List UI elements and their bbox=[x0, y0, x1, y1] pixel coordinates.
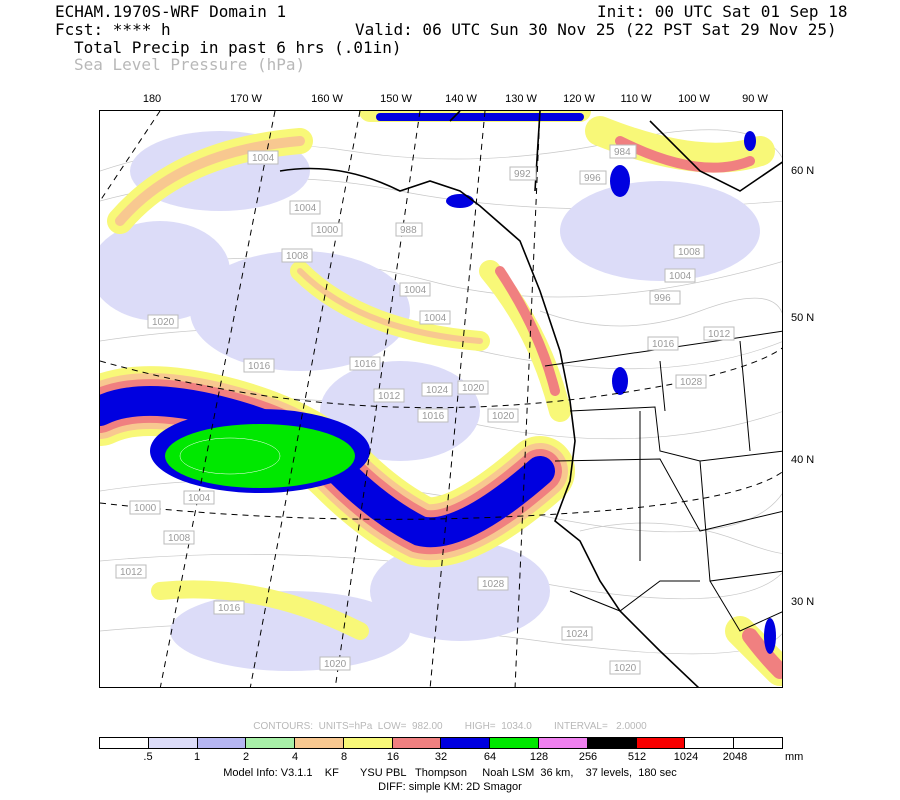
lon-label-140w: 140 W bbox=[445, 93, 477, 105]
pressure-label: 1004 bbox=[424, 313, 447, 324]
legend-swatch bbox=[197, 738, 247, 748]
legend-swatch bbox=[490, 738, 540, 748]
pressure-label: 1008 bbox=[678, 247, 701, 258]
latlon-grid bbox=[100, 111, 782, 687]
pressure-label: 1028 bbox=[482, 579, 505, 590]
pressure-label: 1016 bbox=[248, 361, 271, 372]
lon-label-150w: 150 W bbox=[380, 93, 412, 105]
pressure-label: 1016 bbox=[354, 359, 377, 370]
legend-swatch bbox=[685, 738, 735, 748]
atmospheric-river bbox=[100, 366, 575, 568]
pressure-label: 1000 bbox=[316, 225, 339, 236]
legend-label: 16 bbox=[386, 751, 400, 763]
lon-label-160w: 160 W bbox=[311, 93, 343, 105]
contours-info: CONTOURS: UNITS=hPa LOW= 982.00 HIGH= 10… bbox=[253, 721, 647, 732]
valid-time: Valid: 06 UTC Sun 30 Nov 25 (22 PST Sat … bbox=[355, 20, 837, 39]
legend-label: .5 bbox=[143, 751, 153, 763]
pressure-label: 1016 bbox=[218, 603, 241, 614]
pressure-label: 1008 bbox=[286, 251, 309, 262]
pressure-label: 1012 bbox=[378, 391, 401, 402]
lon-label-90w: 90 W bbox=[742, 93, 768, 105]
lat-label-40n: 40 N bbox=[791, 454, 815, 466]
lat-label-30n: 30 N bbox=[791, 596, 815, 608]
pressure-label: 1004 bbox=[252, 153, 275, 164]
pressure-label: 1020 bbox=[462, 383, 485, 394]
lat-label-60n: 60 N bbox=[791, 165, 815, 177]
pressure-label: 1020 bbox=[614, 663, 637, 674]
precip-moderate-bands bbox=[107, 111, 782, 686]
political-borders bbox=[544, 330, 782, 632]
legend-label: 512 bbox=[627, 751, 647, 763]
legend-label: 1 bbox=[193, 751, 201, 763]
legend-swatch bbox=[343, 738, 393, 748]
pressure-label: 984 bbox=[614, 147, 631, 158]
pressure-label: 1012 bbox=[120, 567, 143, 578]
legend-label: 4 bbox=[291, 751, 299, 763]
pressure-label: 988 bbox=[400, 225, 417, 236]
pressure-label: 1024 bbox=[426, 385, 449, 396]
map-canvas: 1004 1004 1000 1008 1004 1020 1016 1016 … bbox=[100, 111, 782, 687]
pressure-label: 1016 bbox=[652, 339, 675, 350]
legend-label: 8 bbox=[340, 751, 348, 763]
pressure-label: 1004 bbox=[294, 203, 317, 214]
pressure-label: 1020 bbox=[324, 659, 347, 670]
pressure-label: 1004 bbox=[188, 493, 211, 504]
field-primary-title: Total Precip in past 6 hrs (.01in) bbox=[74, 38, 402, 57]
lon-label-110w: 110 W bbox=[620, 93, 652, 105]
model-info: Model Info: V3.1.1 KF YSU PBL Thompson N… bbox=[223, 767, 677, 779]
precip-map: 1004 1004 1000 1008 1004 1020 1016 1016 … bbox=[99, 110, 783, 688]
lon-label-170w: 170 W bbox=[230, 93, 262, 105]
pressure-label: 996 bbox=[654, 293, 671, 304]
pressure-label: 1024 bbox=[566, 629, 589, 640]
legend-swatch bbox=[148, 738, 198, 748]
init-time: Init: 00 UTC Sat 01 Sep 18 bbox=[597, 2, 848, 21]
lon-label-100w: 100 W bbox=[678, 93, 710, 105]
legend-swatch bbox=[636, 738, 686, 748]
legend-swatch bbox=[100, 738, 149, 748]
legend-unit: mm bbox=[785, 751, 804, 763]
pressure-label: 1008 bbox=[168, 533, 191, 544]
pressure-label: 1012 bbox=[708, 329, 731, 340]
legend-swatch bbox=[587, 738, 637, 748]
legend-label: 256 bbox=[578, 751, 598, 763]
legend-label: 2048 bbox=[722, 751, 748, 763]
legend-label: 128 bbox=[529, 751, 549, 763]
model-title: ECHAM.1970S-WRF Domain 1 bbox=[55, 2, 287, 21]
pressure-label: 1004 bbox=[669, 271, 692, 282]
pressure-label: 1000 bbox=[134, 503, 157, 514]
pressure-label: 1016 bbox=[422, 411, 445, 422]
legend-swatch bbox=[734, 738, 782, 748]
legend-label: 2 bbox=[242, 751, 250, 763]
lon-label-180: 180 bbox=[142, 93, 162, 105]
legend-label: 32 bbox=[434, 751, 448, 763]
lon-label-130w: 130 W bbox=[505, 93, 537, 105]
lon-label-120w: 120 W bbox=[563, 93, 595, 105]
precip-heavy-cells bbox=[446, 131, 776, 654]
precip-legend bbox=[99, 737, 783, 749]
legend-label: 64 bbox=[483, 751, 497, 763]
legend-swatch bbox=[295, 738, 344, 748]
pressure-label: 1020 bbox=[152, 317, 175, 328]
pressure-labels: 1004 1004 1000 1008 1004 1020 1016 1016 … bbox=[115, 144, 735, 675]
legend-swatch bbox=[539, 738, 588, 748]
legend-swatch bbox=[392, 738, 442, 748]
forecast-hour: Fcst: **** h bbox=[55, 20, 171, 39]
legend-label: 1024 bbox=[673, 751, 699, 763]
pressure-label: 992 bbox=[514, 169, 531, 180]
legend-swatch bbox=[441, 738, 491, 748]
pressure-label: 1004 bbox=[404, 285, 427, 296]
legend-swatch bbox=[246, 738, 296, 748]
pressure-label: 1028 bbox=[680, 377, 703, 388]
field-secondary-title: Sea Level Pressure (hPa) bbox=[74, 55, 306, 74]
pressure-label: 996 bbox=[584, 173, 601, 184]
lat-label-50n: 50 N bbox=[791, 312, 815, 324]
pressure-label: 1020 bbox=[492, 411, 515, 422]
diff-info: DIFF: simple KM: 2D Smagor bbox=[378, 781, 522, 793]
